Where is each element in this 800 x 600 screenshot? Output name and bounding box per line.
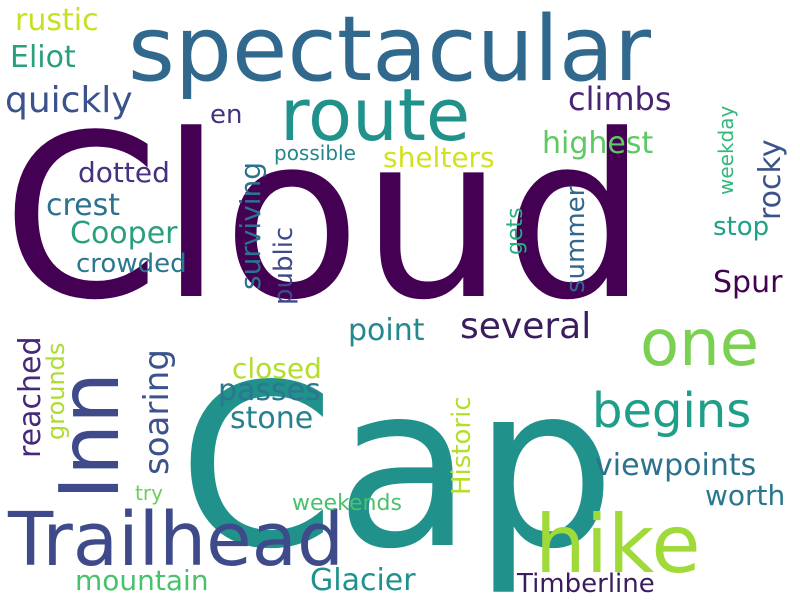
word-timberline: Timberline: [516, 569, 655, 599]
word-stop: stop: [713, 212, 769, 242]
word-inn: Inn: [43, 372, 138, 500]
word-summer: summer: [561, 185, 591, 293]
word-cloud: Cloud: [2, 87, 648, 350]
word-rustic: rustic: [15, 3, 99, 38]
word-route: route: [280, 73, 470, 157]
word-trailhead: Trailhead: [7, 497, 344, 583]
word-reached: reached: [13, 336, 48, 458]
word-dotted: dotted: [78, 156, 170, 189]
word-begins: begins: [592, 383, 751, 439]
word-spectacular: spectacular: [128, 0, 651, 102]
word-stone: stone: [230, 401, 313, 436]
word-closed: closed: [232, 352, 322, 385]
word-one: one: [640, 307, 759, 381]
word-public: public: [269, 227, 299, 305]
word-passes: passes: [218, 373, 321, 408]
word-mountain: mountain: [75, 564, 209, 597]
word-gets: gets: [503, 207, 528, 255]
word-quickly: quickly: [5, 80, 133, 121]
word-highest: highest: [542, 126, 653, 161]
word-viewpoints: viewpoints: [595, 448, 756, 483]
word-surviving: surviving: [234, 162, 267, 290]
word-soaring: soaring: [137, 349, 177, 475]
word-crowded: crowded: [76, 249, 187, 279]
word-weekends: weekends: [292, 491, 402, 516]
word-cooper: Cooper: [70, 216, 178, 251]
word-glacier: Glacier: [310, 563, 416, 598]
word-en: en: [210, 100, 242, 130]
word-possible: possible: [274, 141, 356, 165]
word-crest: crest: [46, 188, 120, 223]
word-several: several: [460, 306, 591, 347]
word-climbs: climbs: [568, 80, 672, 118]
word-worth: worth: [705, 479, 785, 512]
word-point: point: [348, 313, 425, 348]
word-eliot: Eliot: [10, 40, 76, 75]
word-try: try: [135, 481, 163, 505]
word-historic: Historic: [447, 396, 477, 495]
word-hike: hike: [535, 498, 701, 591]
word-cap: Cap: [178, 337, 616, 599]
word-grounds: grounds: [42, 343, 70, 440]
word-weekday: weekday: [714, 106, 738, 196]
word-rocky: rocky: [753, 139, 788, 220]
word-shelters: shelters: [383, 141, 495, 174]
word-spur: Spur: [713, 265, 783, 300]
